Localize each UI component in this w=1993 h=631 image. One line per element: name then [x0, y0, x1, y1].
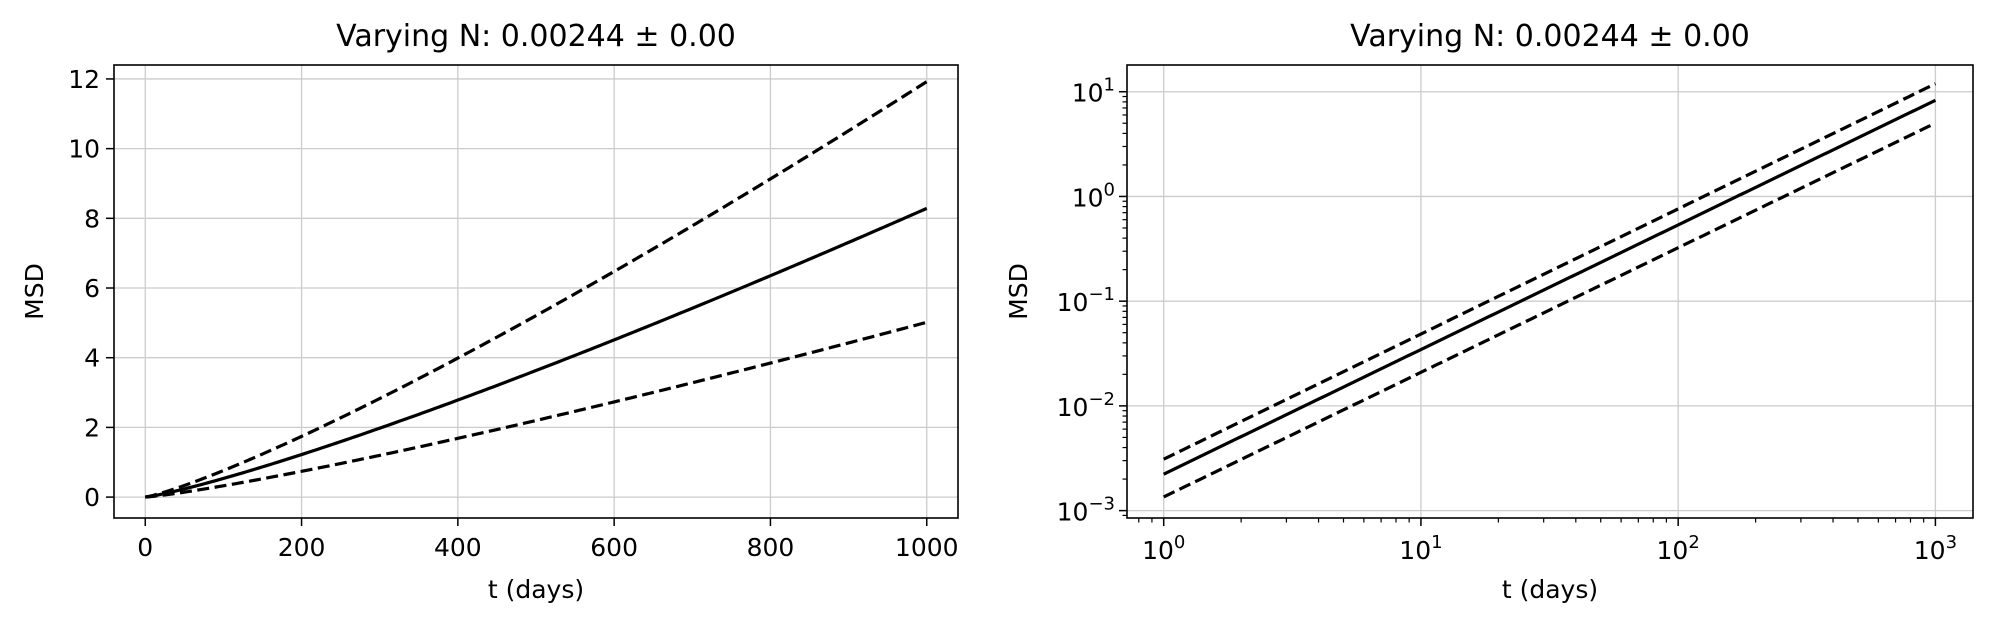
x-tick-label-exponent: 2 — [1688, 532, 1699, 553]
y-tick-label: 10 — [68, 135, 100, 164]
series-line-2-dashed — [1163, 82, 1937, 461]
chart-panel-1: 0 200 400 600 800 1000 0 2 4 6 8 10 12 Varying N: 0.0… — [20, 19, 959, 604]
series-line-1-solid — [1163, 98, 1937, 476]
y-tick-label: 101 — [1072, 75, 1115, 108]
y-tick-label: 10−3 — [1057, 494, 1115, 527]
y-tick-label-exponent: 0 — [1104, 179, 1115, 200]
y-tick-label: 10−2 — [1057, 389, 1115, 422]
x-tick-label: 0 — [137, 533, 153, 562]
series-line-3-dashed — [145, 320, 928, 499]
x-tick-label-exponent: 1 — [1431, 532, 1442, 553]
axes-frame — [113, 64, 959, 519]
y-tick-label-base: 10 — [1072, 79, 1104, 108]
x-tick-label: 400 — [434, 533, 482, 562]
x-tick-label-base: 10 — [1914, 536, 1946, 565]
series-line-2-dashed — [144, 80, 928, 499]
chart-title: Varying N: 0.00244 ± 0.00 — [1350, 19, 1750, 54]
x-tick-label-base: 10 — [1399, 536, 1431, 565]
x-tick-label-exponent: 3 — [1946, 532, 1957, 553]
y-tick-label: 0 — [84, 483, 100, 512]
y-axis-label: MSD — [20, 263, 49, 320]
y-tick-label: 100 — [1072, 179, 1115, 212]
x-tick-label: 200 — [278, 533, 326, 562]
series-line-1-solid — [145, 206, 928, 499]
x-tick-label: 101 — [1399, 532, 1442, 565]
y-tick-label: 2 — [84, 413, 100, 442]
y-tick-label: 8 — [84, 204, 100, 233]
y-tick-label: 4 — [84, 344, 100, 373]
y-tick-label: 6 — [84, 274, 100, 303]
series-line-3-dashed — [1163, 121, 1937, 499]
axes-frame — [1126, 64, 1974, 519]
y-tick-label-exponent: 1 — [1104, 75, 1115, 96]
y-tick-label-exponent: −3 — [1088, 494, 1115, 515]
x-tick-label-exponent: 0 — [1174, 532, 1185, 553]
x-axis-label: t (days) — [1502, 575, 1598, 604]
x-tick-label: 600 — [590, 533, 638, 562]
y-tick-label-exponent: −2 — [1088, 389, 1115, 410]
x-tick-label: 800 — [747, 533, 795, 562]
x-tick-label: 100 — [1142, 532, 1185, 565]
x-axis-label: t (days) — [488, 575, 584, 604]
x-tick-label: 102 — [1657, 532, 1700, 565]
x-tick-label-base: 10 — [1142, 536, 1174, 565]
y-tick-label: 10−1 — [1057, 284, 1115, 317]
x-tick-label: 103 — [1914, 532, 1957, 565]
x-tick-label-base: 10 — [1657, 536, 1689, 565]
y-tick-label-exponent: −1 — [1088, 284, 1115, 305]
y-tick-label-base: 10 — [1057, 393, 1089, 422]
y-tick-label: 12 — [68, 65, 100, 94]
chart-title: Varying N: 0.00244 ± 0.00 — [336, 19, 736, 54]
y-tick-label-base: 10 — [1057, 288, 1089, 317]
x-tick-label: 1000 — [895, 533, 959, 562]
y-axis-label: MSD — [1004, 263, 1033, 320]
y-tick-label-base: 10 — [1057, 498, 1089, 527]
y-tick-label-base: 10 — [1072, 183, 1104, 212]
